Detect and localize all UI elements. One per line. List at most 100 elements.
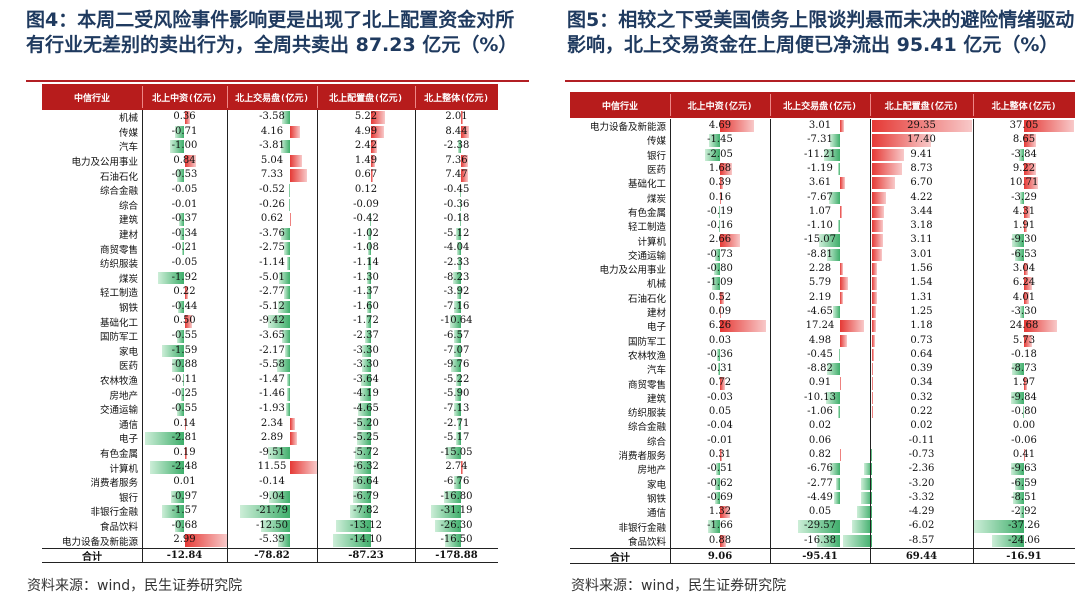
- northbound-china-capital-cell: 0.84: [142, 154, 227, 169]
- positive-bar: [184, 286, 188, 299]
- industry-name: 食品饮料: [627, 536, 666, 548]
- negative-bar: [277, 534, 290, 547]
- total-northbound-total: -178.88: [435, 550, 478, 561]
- northbound-china-capital-cell: 0.19: [142, 446, 227, 461]
- northbound-allocation-cell: -4.29: [857, 505, 973, 519]
- table-row: 钢铁 -0.69 -4.49 -3.32 -8.51: [570, 491, 1075, 505]
- value-text: -15.05: [440, 446, 473, 458]
- negative-bar: [711, 277, 720, 290]
- value-text: 2.01: [445, 111, 468, 122]
- value-text: -0.34: [171, 227, 198, 239]
- header-industry: 中信行业: [601, 101, 638, 112]
- value-text: 3.11: [910, 234, 933, 246]
- northbound-trading-cell: -11.21: [770, 148, 870, 162]
- industry-name: 传媒: [118, 127, 138, 139]
- negative-bar: [715, 477, 720, 490]
- header-northbound-allocation: 北上配置盘(亿元): [329, 93, 403, 104]
- northbound-total-cell: -16.80: [415, 490, 498, 505]
- value-text: 0.06: [808, 434, 832, 446]
- value-text: -1.00: [171, 140, 198, 152]
- value-text: -13.12: [349, 519, 382, 531]
- northbound-trading-cell: -21.79: [227, 504, 317, 519]
- value-text: -1.37: [353, 286, 379, 298]
- value-text: 0.50: [173, 315, 196, 327]
- value-text: -5.90: [443, 388, 470, 400]
- value-text: -4.65: [807, 305, 833, 317]
- northbound-trading-cell: -8.82: [770, 362, 870, 376]
- positive-bar: [872, 177, 895, 190]
- northbound-allocation-cell: -8.57: [842, 534, 973, 548]
- value-text: -1.06: [807, 406, 833, 417]
- value-text: -3.30: [1011, 305, 1037, 317]
- value-text: -0.80: [707, 263, 733, 274]
- negative-bar: [452, 271, 461, 285]
- northbound-china-capital-cell: 0.22: [142, 285, 227, 300]
- northbound-allocation-cell: 0.67: [317, 168, 415, 183]
- positive-bar: [1024, 205, 1030, 219]
- northbound-china-capital-cell: 1.68: [670, 162, 770, 176]
- positive-bar: [1024, 320, 1058, 333]
- value-text: -8.51: [1011, 491, 1037, 503]
- table-row: 计算机 2.66 -15.07 3.11 -9.30: [570, 233, 1075, 248]
- value-text: -29.57: [803, 520, 836, 532]
- positive-bar: [720, 448, 723, 462]
- negative-bar: [829, 134, 840, 147]
- northbound-allocation-cell: -0.42: [317, 212, 415, 227]
- northbound-allocation-cell: -1.37: [317, 285, 415, 300]
- value-text: 1.18: [910, 320, 933, 332]
- industry-name: 通信: [646, 508, 666, 520]
- positive-bar: [872, 134, 932, 147]
- value-text: 6.24: [1012, 277, 1036, 289]
- northbound-total-cell: 4.31: [973, 205, 1075, 219]
- value-text: -8.23: [443, 271, 470, 283]
- negative-bar: [287, 257, 290, 270]
- negative-bar: [157, 271, 185, 285]
- value-text: 24.68: [1009, 320, 1039, 332]
- northbound-china-capital-cell: -0.11: [142, 373, 227, 388]
- value-text: 6.70: [910, 177, 933, 189]
- northbound-total-cell: -4.04: [415, 241, 498, 256]
- northbound-total-cell: -8.73: [973, 362, 1075, 376]
- northbound-allocation-cell: -5.25: [317, 431, 415, 446]
- northbound-total-cell: -2.38: [415, 139, 498, 154]
- positive-bar: [1024, 263, 1029, 276]
- northbound-trading-cell: -5.01: [227, 271, 317, 286]
- value-text: -6.59: [1011, 477, 1037, 489]
- northbound-allocation-cell: 29.35: [870, 119, 973, 133]
- northbound-total-cell: 0.41: [973, 448, 1075, 462]
- industry-name: 有色金属: [99, 449, 138, 461]
- negative-bar: [261, 519, 290, 533]
- value-text: -16.50: [440, 534, 473, 546]
- table-row: 交通运输 -0.73 -8.81 3.01 -6.53: [570, 248, 1075, 262]
- northbound-total-cell: -2.92: [973, 505, 1075, 519]
- value-text: 0.73: [910, 334, 933, 346]
- header-industry: 中信行业: [73, 93, 110, 104]
- positive-bar: [184, 417, 187, 431]
- negative-bar: [178, 300, 185, 314]
- northbound-total-cell: 2.74: [415, 460, 498, 475]
- industry-name: 医药: [118, 361, 138, 373]
- positive-bar: [720, 234, 740, 247]
- negative-bar: [278, 271, 290, 285]
- table-row: 石油石化 -0.53 7.33 0.67 7.47: [42, 168, 498, 183]
- value-text: -2.37: [353, 330, 379, 341]
- positive-bar: [1024, 334, 1032, 347]
- positive-bar: [184, 154, 197, 168]
- total-northbound-allocation: -87.23: [348, 550, 384, 561]
- negative-bar: [281, 227, 290, 241]
- positive-bar: [1024, 162, 1037, 176]
- industry-name: 钢铁: [118, 303, 138, 315]
- northbound-allocation-cell: 0.64: [870, 348, 973, 362]
- value-text: 1.49: [354, 154, 378, 166]
- positive-bar: [872, 348, 875, 362]
- negative-bar: [1019, 191, 1024, 204]
- value-text: -0.73: [707, 248, 733, 260]
- industry-name: 传媒: [646, 136, 666, 148]
- value-text: 3.01: [910, 248, 933, 260]
- value-text: -2.75: [259, 242, 285, 254]
- northbound-trading-cell: -2.17: [227, 344, 317, 359]
- table-body: 电力设备及新能源 4.69 3.01 29.35 37.05 传媒 -1.45 -7.31 17…: [570, 119, 1075, 548]
- northbound-china-capital-cell: 0.52: [670, 291, 770, 305]
- table-row: 通信 1.32 0.05 -4.29 -2.92: [570, 505, 1075, 519]
- value-text: 0.02: [910, 420, 933, 432]
